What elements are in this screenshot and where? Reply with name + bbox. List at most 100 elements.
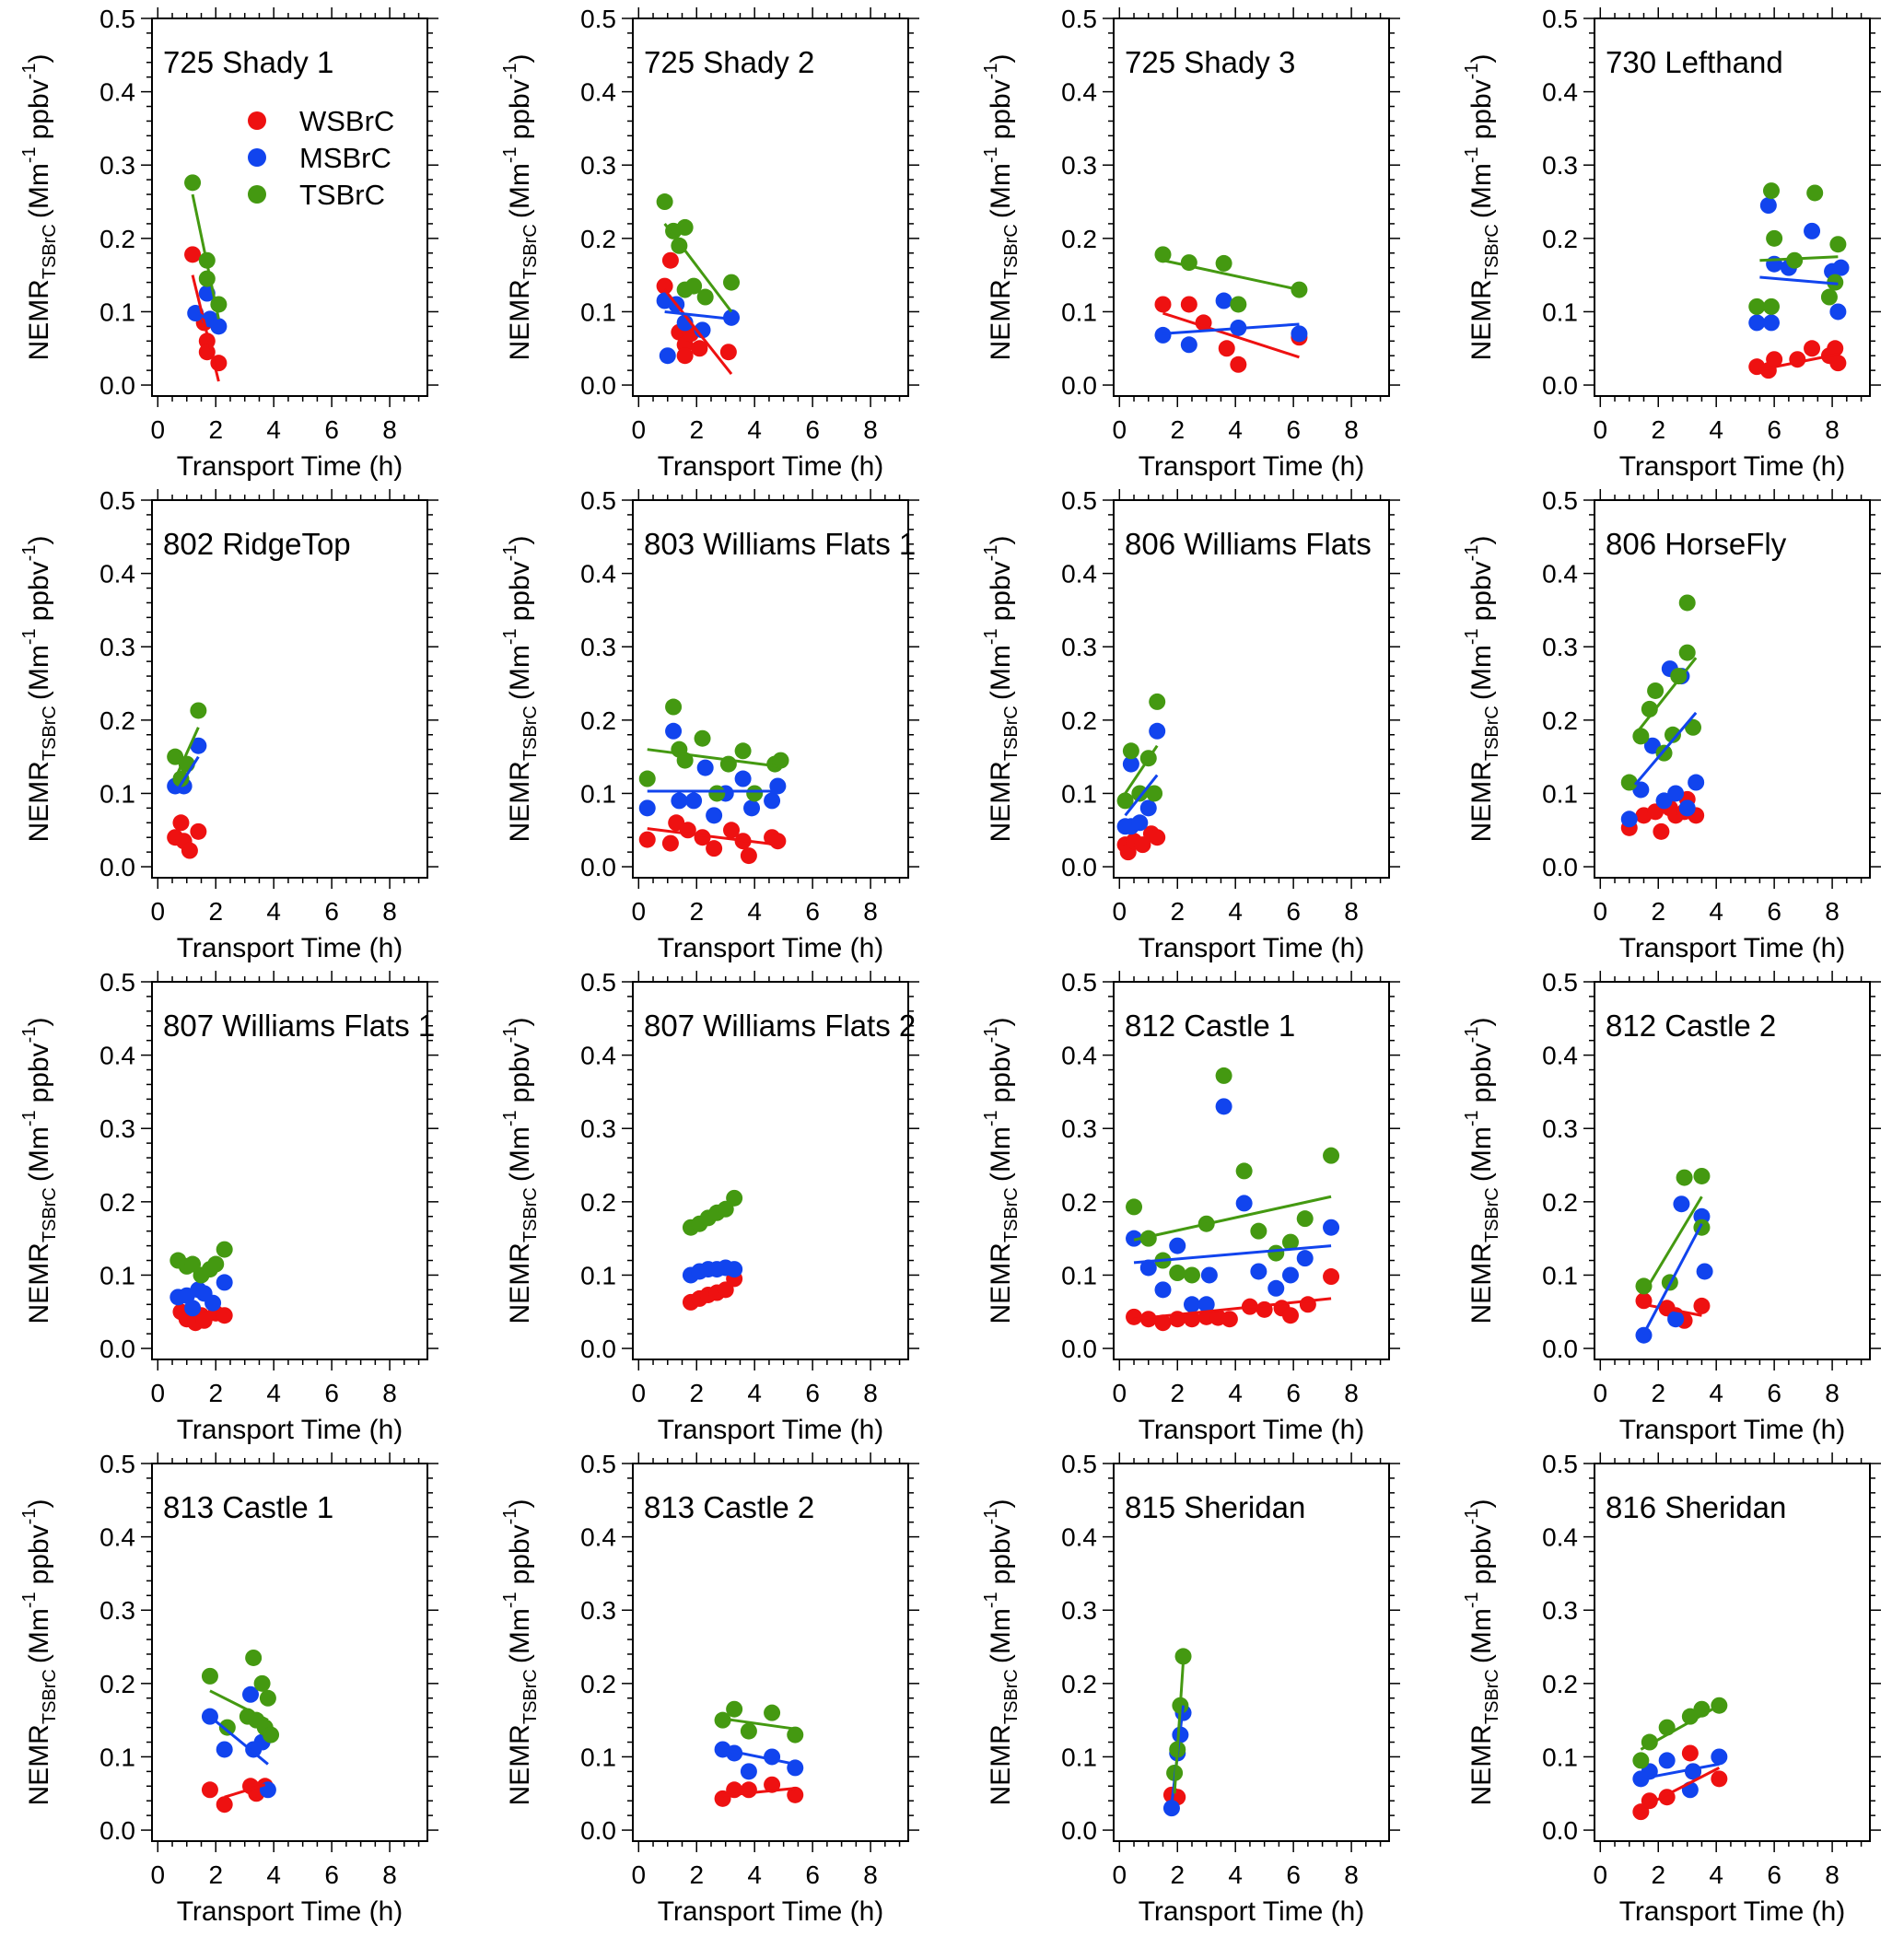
data-point — [764, 1748, 781, 1766]
data-point — [1139, 1259, 1157, 1277]
y-label-sub: TSBrC — [40, 706, 60, 761]
y-label-sup: -1 — [981, 628, 1001, 645]
y-label-unit: (Mm — [24, 645, 54, 700]
y-axis-label: NEMRTSBrC(Mm-1ppbv-1) — [500, 1499, 541, 1806]
y-tick-label: 0.0 — [99, 371, 135, 400]
y-tick-label: 0.0 — [1542, 1335, 1578, 1363]
y-label-unit: (Mm — [986, 645, 1016, 700]
fit-line — [1133, 1195, 1332, 1242]
y-tick-label: 0.5 — [1542, 968, 1578, 997]
y-label-unit: (Mm — [1466, 645, 1497, 700]
x-tick-label: 8 — [1825, 1860, 1840, 1889]
y-tick-label: 0.5 — [99, 5, 135, 33]
y-label-sup: -1 — [981, 64, 1001, 80]
y-label-sup: -1 — [19, 1110, 40, 1126]
data-point — [1235, 1195, 1253, 1212]
x-tick-label: 6 — [805, 1379, 820, 1407]
y-label-main: NEMR — [24, 761, 54, 842]
x-tick-label: 0 — [632, 897, 647, 926]
panel: 0.0 0.1 0.2 0.3 0.4 0.5 0 2 4 6 8 Transport Time (h… — [500, 968, 919, 1445]
y-tick-label: 0.4 — [99, 1042, 135, 1070]
x-tick-label: 6 — [805, 415, 820, 444]
y-label-close: ) — [1466, 1018, 1497, 1027]
y-label-main: NEMR — [986, 279, 1016, 360]
data-point — [259, 1781, 276, 1799]
fit-line — [209, 1689, 269, 1721]
data-point — [671, 792, 688, 810]
y-tick-label: 0.2 — [1542, 225, 1578, 253]
x-axis-label: Transport Time (h) — [1619, 1896, 1846, 1927]
x-tick-label: 8 — [1825, 897, 1840, 926]
panel: 0.0 0.1 0.2 0.3 0.4 0.5 0 2 4 6 8 Transport Time (h… — [500, 1450, 919, 1927]
data-point — [1806, 184, 1824, 202]
data-point — [1696, 1263, 1713, 1280]
fit-line — [173, 727, 200, 780]
y-label-unit: ppbv — [505, 561, 535, 621]
data-point — [787, 1726, 804, 1744]
y-tick-label: 0.1 — [1061, 779, 1097, 808]
x-tick-label: 0 — [151, 897, 166, 926]
x-tick-label: 2 — [689, 1379, 704, 1407]
x-tick-label: 4 — [1228, 415, 1243, 444]
y-label-sub: TSBrC — [40, 1187, 60, 1242]
fit-line — [1133, 1244, 1332, 1265]
y-label-main: NEMR — [986, 1242, 1016, 1324]
data-point — [1829, 236, 1847, 253]
data-point — [708, 785, 726, 802]
plot-frame — [1594, 17, 1871, 397]
y-tick-label: 0.4 — [1542, 78, 1578, 107]
y-tick-label: 0.4 — [580, 560, 616, 589]
data-point — [726, 1261, 743, 1278]
y-tick-label: 0.2 — [580, 706, 616, 735]
y-tick-label: 0.0 — [580, 371, 616, 400]
data-point — [1323, 1268, 1340, 1286]
data-point — [1711, 1748, 1728, 1766]
fit-line — [1640, 1704, 1721, 1751]
data-point — [245, 1649, 263, 1666]
data-point — [1131, 785, 1149, 802]
data-point — [723, 822, 741, 839]
data-point — [638, 770, 656, 787]
y-tick-label: 0.1 — [1542, 1743, 1578, 1771]
fit-line — [1162, 259, 1300, 292]
y-tick-label: 0.4 — [99, 560, 135, 589]
data-point — [1218, 340, 1235, 357]
y-label-close: ) — [986, 536, 1016, 545]
y-label-sup: -1 — [19, 545, 40, 562]
y-tick-label: 0.4 — [1061, 78, 1097, 107]
x-tick-label: 2 — [208, 1860, 223, 1889]
y-label-sub: TSBrC — [520, 706, 541, 761]
data-point — [685, 277, 703, 295]
data-point — [1296, 1210, 1314, 1228]
x-tick-label: 2 — [1651, 897, 1665, 926]
legend-marker — [248, 185, 266, 204]
y-label-close: ) — [24, 1499, 54, 1509]
y-label-sup: -1 — [500, 1509, 520, 1525]
x-axis-label: Transport Time (h) — [1139, 1896, 1365, 1927]
panel: 0.0 0.1 0.2 0.3 0.4 0.5 0 2 4 6 8 Transport Time (h… — [1462, 486, 1881, 963]
y-tick-label: 0.2 — [99, 1188, 135, 1217]
panel: 0.0 0.1 0.2 0.3 0.4 0.5 0 2 4 6 8 Transport Time (h… — [500, 486, 919, 963]
x-tick-label: 2 — [689, 1860, 704, 1889]
data-point — [679, 822, 696, 839]
data-point — [1635, 1326, 1653, 1344]
data-point — [659, 347, 676, 365]
y-label-close: ) — [505, 536, 535, 545]
panel: 0.0 0.1 0.2 0.3 0.4 0.5 0 2 4 6 8 Transport Time (h… — [19, 1450, 438, 1927]
x-tick-label: 0 — [1113, 1379, 1127, 1407]
data-point — [696, 288, 714, 306]
y-label-unit: (Mm — [505, 163, 535, 218]
y-tick-label: 0.1 — [99, 779, 135, 808]
x-tick-label: 2 — [1651, 415, 1665, 444]
data-point — [1820, 288, 1838, 306]
y-tick-label: 0.1 — [1061, 1743, 1097, 1771]
y-label-unit: ppbv — [24, 561, 54, 621]
y-tick-label: 0.5 — [99, 968, 135, 997]
x-tick-label: 4 — [266, 1379, 281, 1407]
data-point — [1748, 297, 1766, 315]
data-point — [1131, 814, 1149, 832]
y-label-unit: ppbv — [986, 1043, 1016, 1102]
x-tick-label: 8 — [1825, 1379, 1840, 1407]
fit-line — [224, 1783, 266, 1799]
